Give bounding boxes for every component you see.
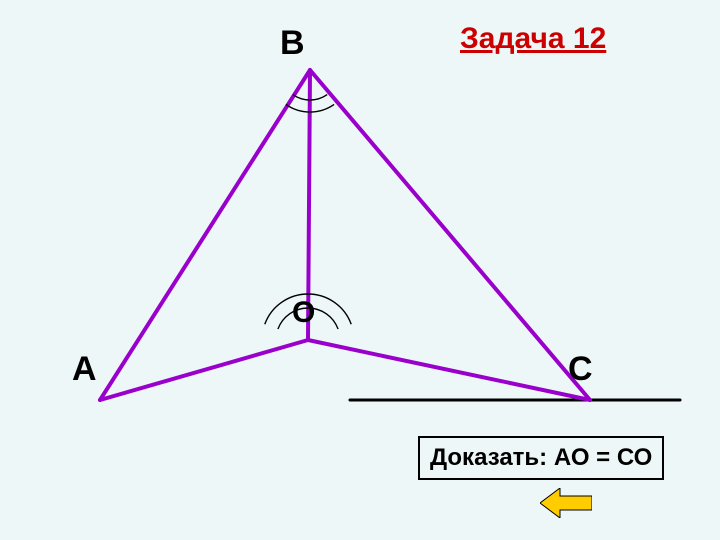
back-arrow-icon[interactable] [540,488,592,518]
vertex-label-b: B [280,24,305,63]
task-statement-box: Доказать: АО = СО [418,436,664,480]
problem-title: Задача 12 [460,22,606,56]
diagram-canvas: Задача 12 B O A C Доказать: АО = СО [0,0,720,540]
vertex-label-o: O [292,296,315,330]
vertex-label-a: A [72,350,97,389]
vertex-label-c: C [568,350,593,389]
